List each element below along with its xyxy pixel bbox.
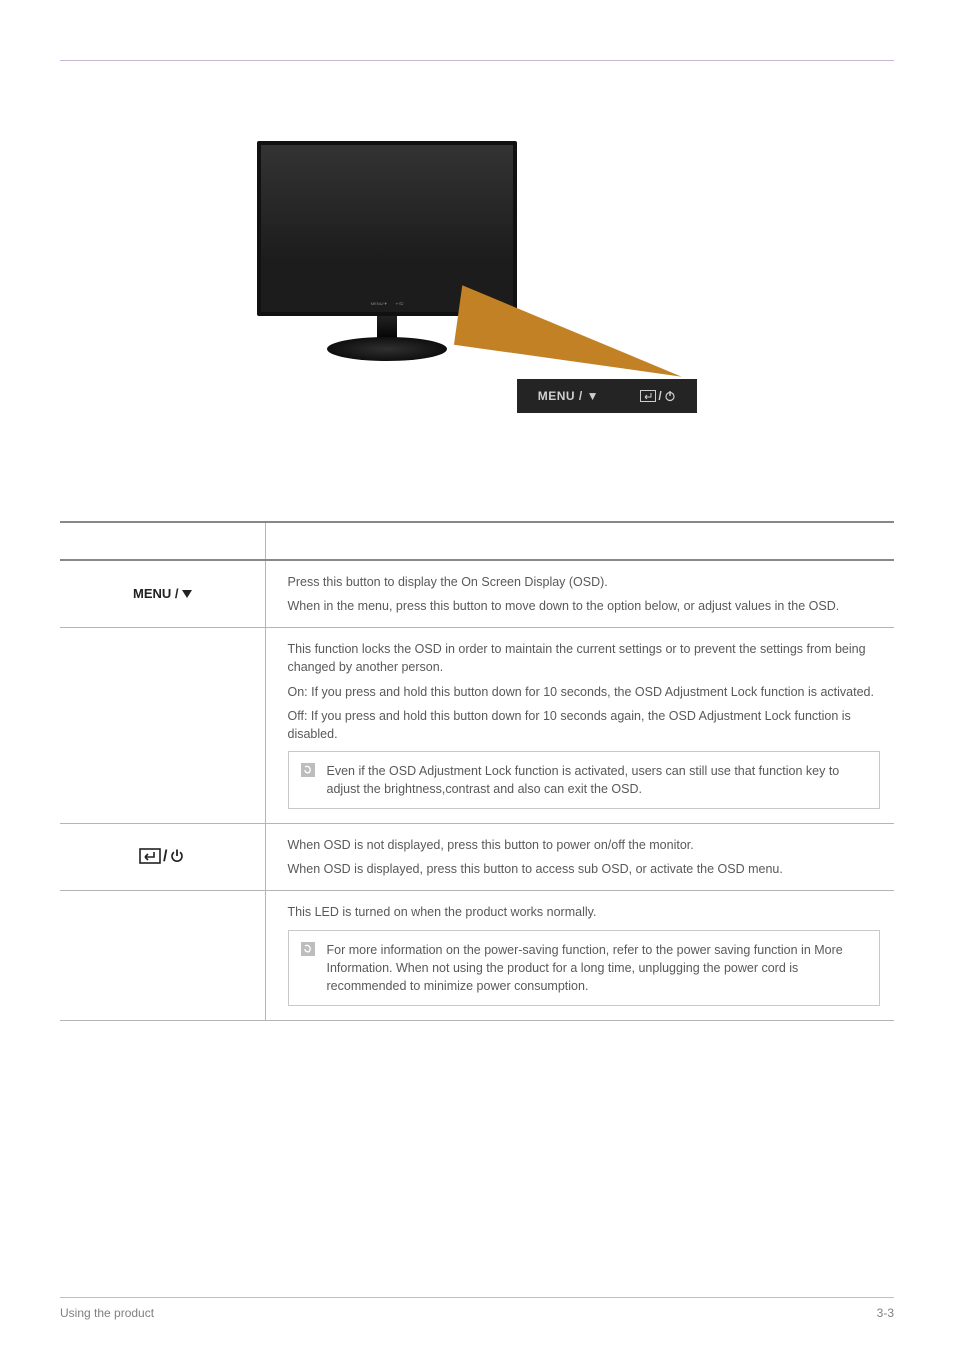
row2-note-text: Even if the OSD Adjustment Lock function… (327, 762, 868, 798)
row3-p2: When OSD is displayed, press this button… (288, 860, 881, 878)
callout-bar: MENU / ▼ / (517, 379, 697, 413)
callout-pointer (454, 285, 690, 376)
footer-left: Using the product (60, 1306, 154, 1320)
power-icon (664, 390, 676, 402)
note-icon (301, 763, 315, 777)
triangle-down-icon (182, 590, 192, 598)
menu-down-icon: MENU / (133, 585, 192, 604)
note-box: Even if the OSD Adjustment Lock function… (288, 751, 881, 809)
row2-p1: This function locks the OSD in order to … (288, 640, 881, 676)
enter-icon (640, 390, 656, 402)
slash-text: / (163, 845, 167, 868)
row4-desc-cell: This LED is turned on when the product w… (265, 891, 894, 1021)
row2-desc-cell: This function locks the OSD in order to … (265, 628, 894, 824)
row2-p3: Off: If you press and hold this button d… (288, 707, 881, 743)
menu-text: MENU / (133, 585, 179, 604)
controls-table: MENU / Press this button to display the … (60, 521, 894, 1021)
row4-icon-cell (60, 891, 265, 1021)
row2-p2: On: If you press and hold this button do… (288, 683, 881, 701)
power-icon (169, 848, 185, 864)
page-footer: Using the product 3-3 (60, 1297, 894, 1320)
enter-icon (139, 848, 161, 864)
enter-power-icon: / (139, 845, 185, 868)
monitor-figure: MENU/▼↵/⏻ MENU / ▼ / (60, 141, 894, 461)
row1-icon-cell: MENU / (60, 560, 265, 628)
monitor-base (327, 337, 447, 361)
header-icon-col (60, 522, 265, 560)
row3-desc-cell: When OSD is not displayed, press this bu… (265, 824, 894, 891)
table-row: MENU / Press this button to display the … (60, 560, 894, 628)
table-header-row (60, 522, 894, 560)
row3-icon-cell: / (60, 824, 265, 891)
table-row: This LED is turned on when the product w… (60, 891, 894, 1021)
row4-note-text: For more information on the power-saving… (327, 941, 868, 995)
row1-p2: When in the menu, press this button to m… (288, 597, 881, 615)
row3-p1: When OSD is not displayed, press this bu… (288, 836, 881, 854)
monitor-illustration: MENU/▼↵/⏻ MENU / ▼ / (257, 141, 697, 461)
note-box: For more information on the power-saving… (288, 930, 881, 1006)
table-row: This function locks the OSD in order to … (60, 628, 894, 824)
header-desc-col (265, 522, 894, 560)
monitor-bezel-labels: MENU/▼↵/⏻ (371, 301, 404, 306)
note-icon (301, 942, 315, 956)
footer-right: 3-3 (877, 1306, 894, 1320)
row1-desc-cell: Press this button to display the On Scre… (265, 560, 894, 628)
table-row: / When OSD is not displayed, press this … (60, 824, 894, 891)
callout-menu-label: MENU / ▼ (538, 389, 599, 403)
top-rule (60, 60, 894, 61)
row1-p1: Press this button to display the On Scre… (288, 573, 881, 591)
row2-icon-cell (60, 628, 265, 824)
callout-enter-power-label: / (640, 389, 676, 403)
row4-p1: This LED is turned on when the product w… (288, 903, 881, 921)
